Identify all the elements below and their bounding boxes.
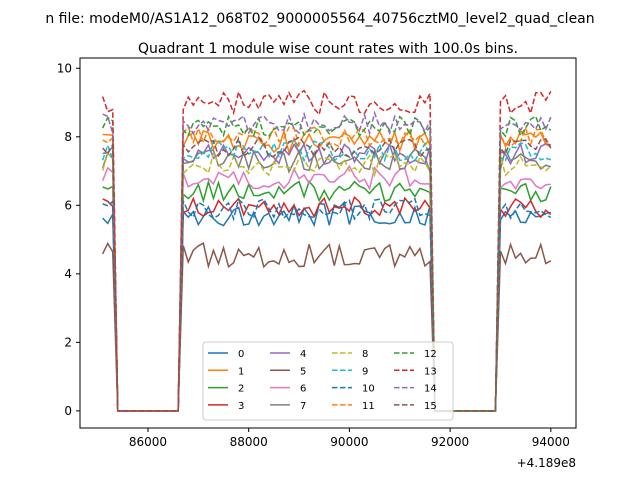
axes-frame bbox=[79, 57, 577, 429]
legend-label-8: 8 bbox=[362, 349, 368, 360]
legend-label-7: 7 bbox=[300, 401, 306, 412]
legend-label-1: 1 bbox=[238, 366, 244, 377]
legend-label-5: 5 bbox=[300, 366, 306, 377]
y-tick-label: 8 bbox=[64, 130, 72, 144]
legend-label-14: 14 bbox=[424, 384, 437, 395]
x-tick-label: 90000 bbox=[330, 435, 368, 449]
x-tick-label: 86000 bbox=[129, 435, 167, 449]
legend-label-4: 4 bbox=[300, 349, 306, 360]
legend-label-2: 2 bbox=[238, 384, 244, 395]
legend-label-9: 9 bbox=[362, 366, 368, 377]
y-tick-label: 4 bbox=[64, 267, 72, 281]
chart-title: Quadrant 1 module wise count rates with … bbox=[138, 41, 518, 57]
y-axis: 0 2 4 6 8 10 bbox=[57, 61, 80, 418]
legend-label-10: 10 bbox=[362, 384, 375, 395]
figure-suptitle: n file: modeM0/AS1A12_068T02_9000005564_… bbox=[45, 11, 594, 27]
legend-label-15: 15 bbox=[424, 401, 437, 412]
x-tick-label: 92000 bbox=[431, 435, 469, 449]
y-tick-label: 10 bbox=[57, 61, 72, 75]
x-tick-label: 88000 bbox=[230, 435, 268, 449]
legend-label-3: 3 bbox=[238, 401, 244, 412]
x-axis: 86000 88000 90000 92000 94000 bbox=[129, 428, 570, 449]
legend-label-6: 6 bbox=[300, 384, 306, 395]
legend-label-0: 0 bbox=[238, 349, 244, 360]
y-tick-label: 6 bbox=[64, 198, 72, 212]
y-tick-label: 0 bbox=[64, 404, 72, 418]
x-offset-label: +4.189e8 bbox=[517, 456, 576, 470]
y-tick-label: 2 bbox=[64, 335, 72, 349]
legend-label-12: 12 bbox=[424, 349, 437, 360]
x-tick-label: 94000 bbox=[532, 435, 570, 449]
series-line-15 bbox=[102, 135, 552, 412]
plot-lines bbox=[101, 89, 552, 412]
legend-label-13: 13 bbox=[424, 366, 437, 377]
legend-box bbox=[202, 341, 454, 421]
legend-label-11: 11 bbox=[362, 401, 375, 412]
